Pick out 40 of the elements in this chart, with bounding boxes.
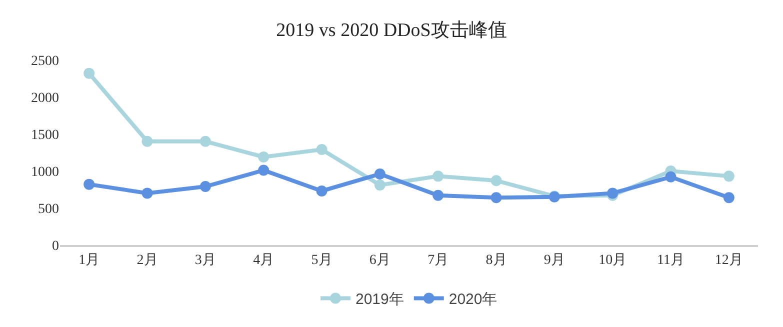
- x-tick-label: 1月: [78, 252, 100, 268]
- legend-label: 2019年: [356, 291, 404, 308]
- point: [665, 171, 676, 182]
- x-tick-label: 5月: [311, 252, 332, 268]
- x-tick-label: 8月: [486, 252, 507, 268]
- chart-title: 2019 vs 2020 DDoS攻击峰值: [276, 20, 507, 42]
- point: [84, 68, 95, 79]
- y-tick-label: 1500: [31, 128, 59, 143]
- y-tick-label: 1000: [31, 164, 59, 180]
- point: [142, 136, 153, 147]
- point: [490, 175, 502, 186]
- x-tick-label: 9月: [544, 252, 565, 268]
- point: [374, 180, 386, 191]
- point: [723, 170, 734, 182]
- point: [142, 188, 153, 199]
- point: [316, 185, 328, 196]
- x-tick-label: 2月: [136, 252, 158, 268]
- y-tick-label: 2000: [31, 90, 59, 106]
- point: [316, 144, 328, 156]
- point: [258, 164, 270, 176]
- point: [723, 192, 734, 204]
- y-tick-label: 0: [52, 238, 59, 254]
- point: [258, 151, 270, 162]
- point: [374, 168, 386, 180]
- x-tick-label: 12月: [714, 252, 743, 268]
- x-tick-label: 6月: [369, 252, 390, 268]
- x-tick-label: 10月: [598, 252, 627, 268]
- x-tick-label: 11月: [657, 252, 684, 268]
- point: [84, 178, 95, 190]
- point: [432, 170, 444, 182]
- point: [432, 190, 444, 201]
- point: [490, 192, 502, 204]
- x-tick-label: 7月: [428, 252, 449, 268]
- point: [200, 136, 211, 147]
- x-tick-label: 4月: [253, 252, 274, 268]
- legend-label: 2020年: [448, 291, 498, 308]
- point: [200, 181, 211, 192]
- x-tick-label: 3月: [194, 252, 216, 268]
- y-tick-label: 2500: [31, 54, 59, 69]
- y-tick-label: 500: [38, 202, 59, 217]
